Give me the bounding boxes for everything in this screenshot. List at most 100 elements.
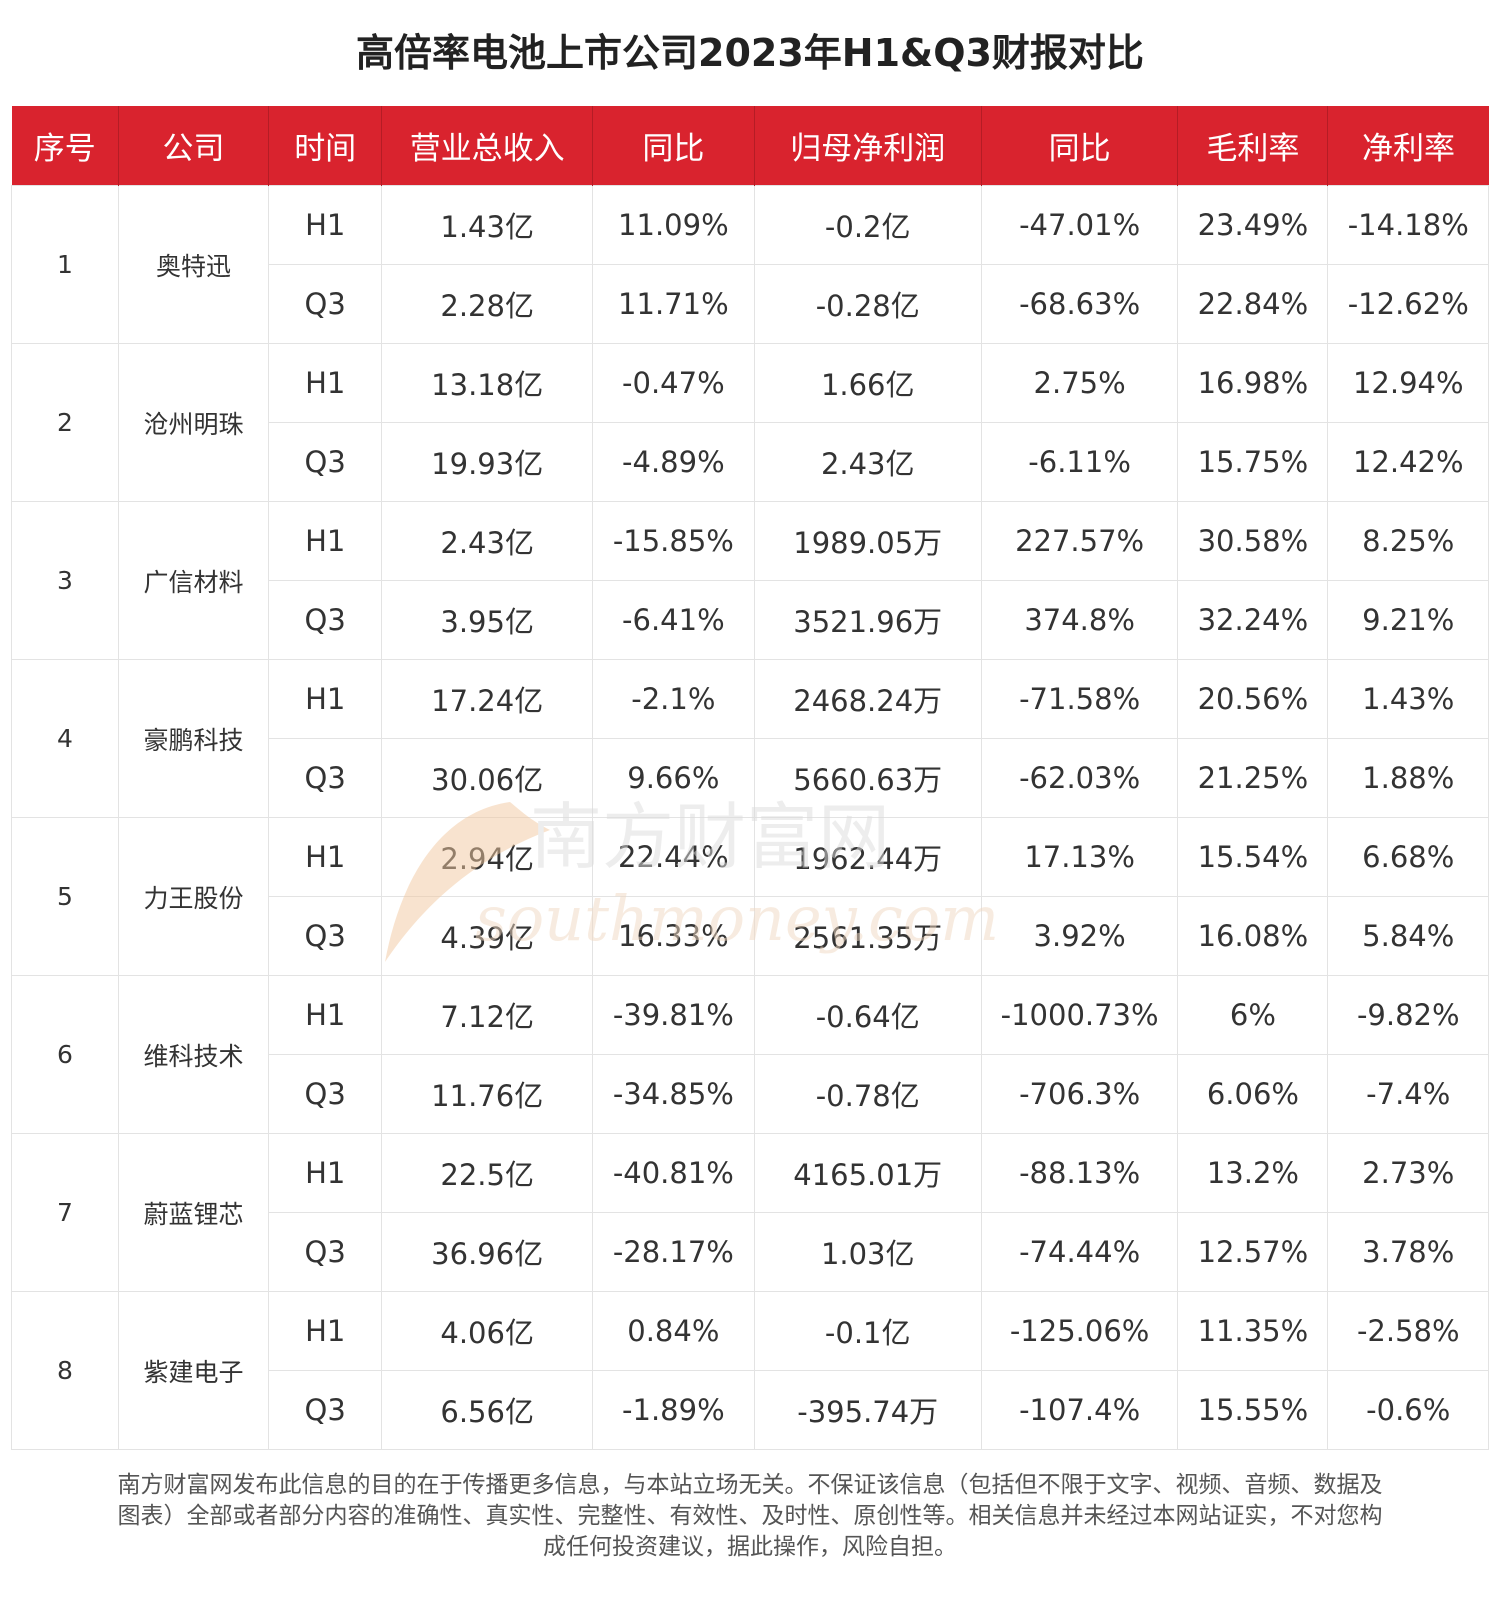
header-net-margin: 净利率 xyxy=(1327,106,1489,186)
company-cell: 豪鹏科技 xyxy=(117,659,270,818)
net-margin-cell: 8.25% xyxy=(1327,501,1489,581)
index-cell: 1 xyxy=(11,185,119,344)
revenue-yoy-cell: 22.44% xyxy=(592,817,755,897)
net-profit-cell: -0.1亿 xyxy=(753,1291,982,1371)
gross-margin-cell: 32.24% xyxy=(1177,580,1329,660)
revenue-cell: 1.43亿 xyxy=(381,185,594,265)
header-period: 时间 xyxy=(268,106,382,186)
revenue-cell: 4.39亿 xyxy=(381,896,594,976)
period-cell: H1 xyxy=(268,1291,383,1371)
revenue-yoy-cell: -4.89% xyxy=(592,422,755,502)
revenue-yoy-cell: -1.89% xyxy=(592,1370,755,1450)
index-cell: 7 xyxy=(11,1133,119,1292)
period-cell: H1 xyxy=(268,501,383,581)
net-margin-cell: 3.78% xyxy=(1327,1212,1489,1292)
net-margin-cell: 1.43% xyxy=(1327,659,1489,739)
header-index: 序号 xyxy=(11,106,119,186)
net-profit-cell: -0.28亿 xyxy=(753,264,982,344)
company-cell: 维科技术 xyxy=(117,975,270,1134)
period-cell: Q3 xyxy=(268,580,383,660)
table-row: 4 豪鹏科技 H1 17.24亿 -2.1% 2468.24万 -71.58% 20.56% 1… xyxy=(11,659,1489,818)
profit-yoy-cell: -88.13% xyxy=(980,1133,1179,1213)
gross-margin-cell: 11.35% xyxy=(1177,1291,1329,1371)
table-row: 8 紫建电子 H1 4.06亿 0.84% -0.1亿 -125.06% 11.35% -2.5… xyxy=(11,1291,1489,1450)
profit-yoy-cell: -68.63% xyxy=(980,264,1179,344)
header-gross-margin: 毛利率 xyxy=(1177,106,1328,186)
revenue-yoy-cell: -6.41% xyxy=(592,580,755,660)
net-profit-cell: 1989.05万 xyxy=(753,501,982,581)
revenue-yoy-cell: -39.81% xyxy=(592,975,755,1055)
revenue-cell: 17.24亿 xyxy=(381,659,594,739)
revenue-yoy-cell: 0.84% xyxy=(592,1291,755,1371)
net-margin-cell: 1.88% xyxy=(1327,738,1489,818)
index-cell: 4 xyxy=(11,659,119,818)
gross-margin-cell: 15.55% xyxy=(1177,1370,1329,1450)
index-cell: 5 xyxy=(11,817,119,976)
revenue-cell: 4.06亿 xyxy=(381,1291,594,1371)
net-margin-cell: -0.6% xyxy=(1327,1370,1489,1450)
header-revenue-yoy: 同比 xyxy=(592,106,755,186)
header-revenue: 营业总收入 xyxy=(381,106,593,186)
profit-yoy-cell: 374.8% xyxy=(980,580,1179,660)
table-row: 3 广信材料 H1 2.43亿 -15.85% 1989.05万 227.57% 30.58%… xyxy=(11,501,1489,660)
revenue-cell: 13.18亿 xyxy=(381,343,594,423)
revenue-cell: 30.06亿 xyxy=(381,738,594,818)
table-row: 6 维科技术 H1 7.12亿 -39.81% -0.64亿 -1000.73% 6% -9.8… xyxy=(11,975,1489,1134)
gross-margin-cell: 20.56% xyxy=(1177,659,1329,739)
net-profit-cell: 1.66亿 xyxy=(753,343,982,423)
company-cell: 蔚蓝锂芯 xyxy=(117,1133,270,1292)
net-profit-cell: 2561.35万 xyxy=(753,896,982,976)
net-margin-cell: -9.82% xyxy=(1327,975,1489,1055)
profit-yoy-cell: -62.03% xyxy=(980,738,1179,818)
period-cell: Q3 xyxy=(268,1212,383,1292)
net-profit-cell: -395.74万 xyxy=(753,1370,982,1450)
net-margin-cell: -12.62% xyxy=(1327,264,1489,344)
company-cell: 奥特迅 xyxy=(117,185,270,344)
revenue-cell: 11.76亿 xyxy=(381,1054,594,1134)
period-cell: H1 xyxy=(268,185,383,265)
net-profit-cell: 1.03亿 xyxy=(753,1212,982,1292)
net-profit-cell: 5660.63万 xyxy=(753,738,982,818)
gross-margin-cell: 15.54% xyxy=(1177,817,1329,897)
company-cell: 广信材料 xyxy=(117,501,270,660)
table-row: Q3 3.95亿 -6.41% 3521.96万 374.8% 32.24% 9.21% xyxy=(12,580,1489,660)
net-margin-cell: 12.42% xyxy=(1327,422,1489,502)
page-title: 高倍率电池上市公司2023年H1&Q3财报对比 xyxy=(356,31,1144,75)
profit-yoy-cell: -47.01% xyxy=(980,185,1179,265)
disclaimer: 南方财富网发布此信息的目的在于传播更多信息，与本站立场无关。不保证该信息（包括但… xyxy=(30,1470,1470,1563)
revenue-cell: 3.95亿 xyxy=(381,580,594,660)
revenue-yoy-cell: 11.09% xyxy=(592,185,755,265)
revenue-yoy-cell: -40.81% xyxy=(592,1133,755,1213)
gross-margin-cell: 16.08% xyxy=(1177,896,1329,976)
financial-comparison-table: 序号 公司 时间 营业总收入 同比 归母净利润 同比 毛利率 净利率 1 奥特迅 H… xyxy=(11,106,1489,1450)
profit-yoy-cell: -6.11% xyxy=(980,422,1179,502)
net-margin-cell: 12.94% xyxy=(1327,343,1489,423)
gross-margin-cell: 23.49% xyxy=(1177,185,1329,265)
period-cell: H1 xyxy=(268,817,383,897)
revenue-cell: 36.96亿 xyxy=(381,1212,594,1292)
gross-margin-cell: 30.58% xyxy=(1177,501,1329,581)
revenue-cell: 2.94亿 xyxy=(381,817,594,897)
profit-yoy-cell: -74.44% xyxy=(980,1212,1179,1292)
revenue-yoy-cell: -2.1% xyxy=(592,659,755,739)
table-row: 5 力王股份 H1 2.94亿 22.44% 1962.44万 17.13% 15.54% 6.… xyxy=(11,817,1489,976)
profit-yoy-cell: 17.13% xyxy=(980,817,1179,897)
period-cell: Q3 xyxy=(268,738,383,818)
disclaimer-line: 图表）全部或者部分内容的准确性、真实性、完整性、有效性、及时性、原创性等。相关信… xyxy=(117,1503,1383,1529)
revenue-cell: 7.12亿 xyxy=(381,975,594,1055)
profit-yoy-cell: 227.57% xyxy=(980,501,1179,581)
net-profit-cell: 2.43亿 xyxy=(753,422,982,502)
table-header-row: 序号 公司 时间 营业总收入 同比 归母净利润 同比 毛利率 净利率 xyxy=(11,106,1489,186)
index-cell: 8 xyxy=(11,1291,119,1450)
company-cell: 力王股份 xyxy=(117,817,270,976)
profit-yoy-cell: -71.58% xyxy=(980,659,1179,739)
header-company: 公司 xyxy=(117,106,269,186)
period-cell: Q3 xyxy=(268,896,383,976)
revenue-cell: 2.43亿 xyxy=(381,501,594,581)
net-profit-cell: -0.78亿 xyxy=(753,1054,982,1134)
gross-margin-cell: 22.84% xyxy=(1177,264,1329,344)
revenue-yoy-cell: -0.47% xyxy=(592,343,755,423)
net-margin-cell: -2.58% xyxy=(1327,1291,1489,1371)
table-row: 2 沧州明珠 H1 13.18亿 -0.47% 1.66亿 2.75% 16.98% 12.94… xyxy=(11,343,1489,502)
period-cell: Q3 xyxy=(268,264,383,344)
